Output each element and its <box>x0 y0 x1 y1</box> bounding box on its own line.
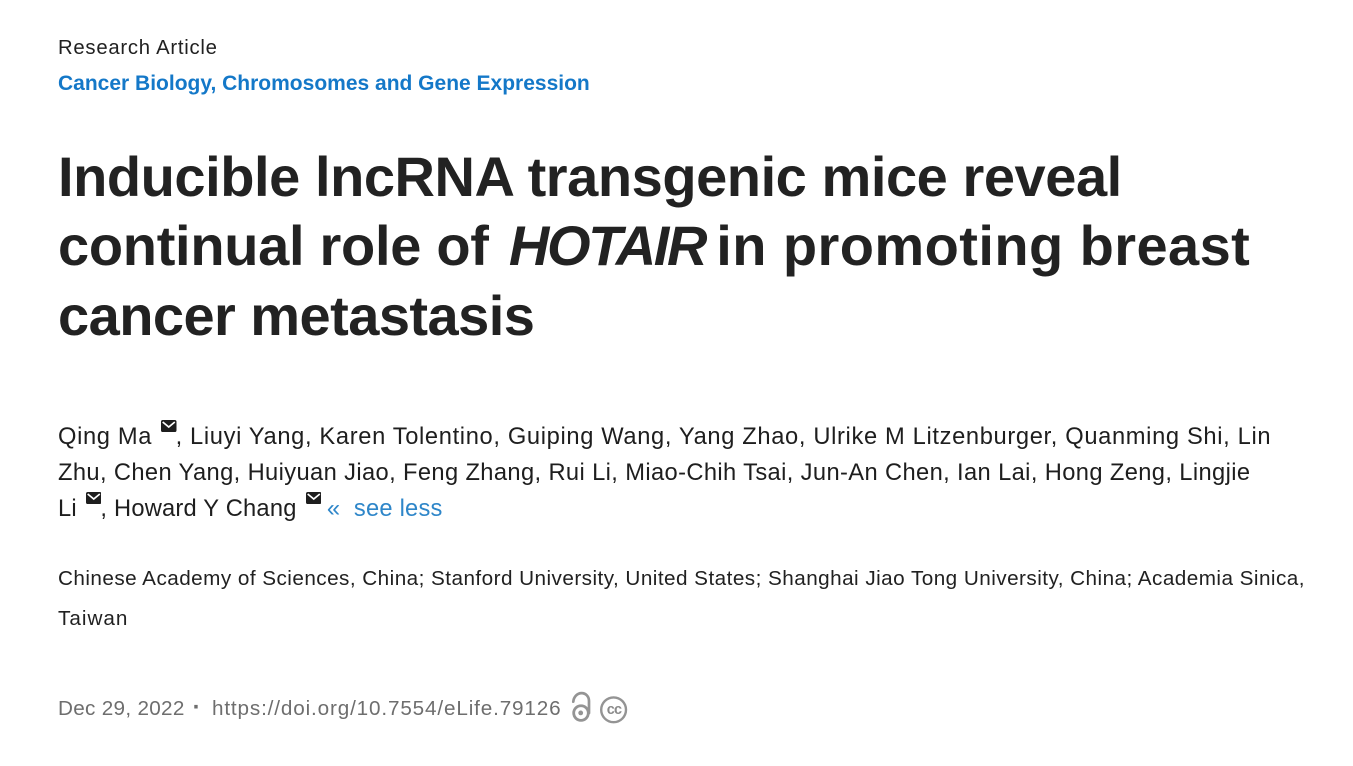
svg-text:cc: cc <box>607 702 622 718</box>
